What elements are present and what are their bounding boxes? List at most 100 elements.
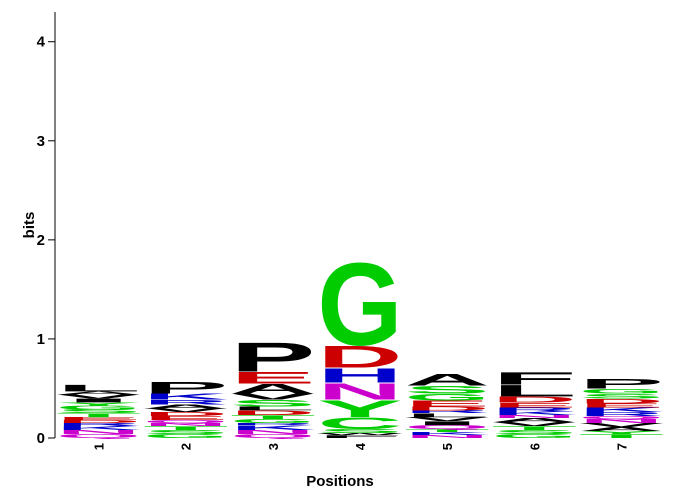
logo-letter: S xyxy=(143,429,228,435)
logo-letter: R xyxy=(56,422,141,427)
logo-letter: N xyxy=(56,429,141,435)
logo-letter: S xyxy=(492,429,577,435)
logo-letter: K xyxy=(56,425,141,431)
logo-letter: Q xyxy=(56,433,141,439)
x-tick-label: 5 xyxy=(440,443,455,450)
logo-letter: G xyxy=(56,404,141,410)
logo-letter: A xyxy=(405,371,490,389)
logo-letter: T xyxy=(579,433,664,439)
logo-letter: F xyxy=(317,434,402,439)
logo-letter: K xyxy=(230,424,315,432)
logo-letter: A xyxy=(230,381,315,396)
logo-letter: N xyxy=(405,434,490,439)
logo-letter: G xyxy=(143,433,228,439)
logo-letter: H xyxy=(317,364,402,387)
x-tick-label: 3 xyxy=(266,443,281,450)
logo-letter: T xyxy=(492,425,577,431)
logo-letter: E xyxy=(143,415,228,421)
logo-letter: R xyxy=(230,423,315,426)
logo-letter: A xyxy=(143,403,228,409)
logo-letter: Q xyxy=(230,433,315,439)
x-tick-label: 7 xyxy=(614,443,629,450)
logo-letter: N xyxy=(579,418,664,424)
logo-letter: S xyxy=(230,398,315,409)
logo-letter: V xyxy=(230,392,315,401)
logo-letter: S xyxy=(579,392,664,400)
y-axis-label: bits xyxy=(21,212,38,239)
logo-letter: E xyxy=(230,369,315,387)
logo-letter: K xyxy=(492,410,577,416)
logo-letter: Y xyxy=(579,430,664,435)
logo-letter: I xyxy=(405,420,490,426)
logo-letter: C xyxy=(317,415,402,433)
logo-letter: S xyxy=(56,408,141,414)
logo-letter: L xyxy=(405,412,490,418)
x-tick-label: 6 xyxy=(527,443,542,450)
logo-letter: D xyxy=(143,411,228,417)
logo-letter: L xyxy=(492,382,577,400)
logo-letter: Y xyxy=(317,395,402,422)
logo-letter: N xyxy=(143,422,228,427)
logo-letter: T xyxy=(143,425,228,431)
logo-letter: F xyxy=(492,369,577,389)
logo-letter: Q xyxy=(579,415,664,420)
logo-letter: K xyxy=(143,392,228,401)
y-tick-label: 2 xyxy=(37,232,45,249)
y-tick-label: 0 xyxy=(37,430,45,447)
logo-letter: Y xyxy=(56,402,141,407)
logo-letter: G xyxy=(405,392,490,403)
y-tick-label: 1 xyxy=(37,331,45,348)
y-tick-label: 3 xyxy=(37,133,45,150)
logo-letter: D xyxy=(230,409,315,417)
logo-letter: A xyxy=(56,391,141,396)
logo-letter: E xyxy=(579,402,664,408)
logo-letter: P xyxy=(143,379,228,397)
logo-letter: V xyxy=(579,422,664,428)
logo-letter: S xyxy=(317,428,402,434)
logo-letter: G xyxy=(492,433,577,439)
logo-letter: E xyxy=(405,399,490,408)
logo-letter: L xyxy=(56,383,141,394)
logo-letter: T xyxy=(230,414,315,420)
x-tick-label: 4 xyxy=(353,442,368,450)
logo-letter: A xyxy=(492,417,577,423)
x-axis-label: Positions xyxy=(306,473,374,490)
logo-letter: K xyxy=(579,406,664,414)
logo-letter: V xyxy=(143,407,228,413)
logo-letter: R xyxy=(143,398,228,406)
y-tick-label: 4 xyxy=(37,34,46,51)
logo-letter: Q xyxy=(143,419,228,424)
logo-letter: G xyxy=(230,418,315,424)
logo-letter: S xyxy=(405,384,490,396)
x-tick-label: 1 xyxy=(92,443,107,450)
logo-letter: K xyxy=(405,431,490,436)
logo-letter: Q xyxy=(405,424,490,430)
logo-letter: D xyxy=(405,405,490,411)
logo-letter: N xyxy=(317,379,402,405)
logo-letter: T xyxy=(405,428,490,433)
logo-letter: A xyxy=(579,426,664,432)
logo-letter: P xyxy=(579,376,664,391)
logo-letter: N xyxy=(230,429,315,435)
logo-letter: W xyxy=(317,433,402,436)
logo-letter: P xyxy=(230,334,315,381)
logo-letter: D xyxy=(317,339,402,374)
logo-letter: E xyxy=(56,416,141,421)
logo-letter: R xyxy=(405,410,490,415)
logo-letter: D xyxy=(56,419,141,424)
logo-letter: T xyxy=(56,412,141,418)
logo-letter: G xyxy=(317,239,402,371)
logo-letter: N xyxy=(492,414,577,419)
logo-letter: E xyxy=(492,401,577,409)
logo-letter: G xyxy=(579,387,664,395)
logo-letter: D xyxy=(492,395,577,404)
logo-letter: V xyxy=(56,394,141,400)
logo-letter: V xyxy=(492,421,577,427)
logo-letter: D xyxy=(579,397,664,405)
logo-letter: R xyxy=(492,406,577,412)
logo-letter: I xyxy=(56,397,141,403)
logo-letter: L xyxy=(230,405,315,411)
logo-letter: R xyxy=(579,411,664,417)
logo-letter: V xyxy=(405,416,490,422)
